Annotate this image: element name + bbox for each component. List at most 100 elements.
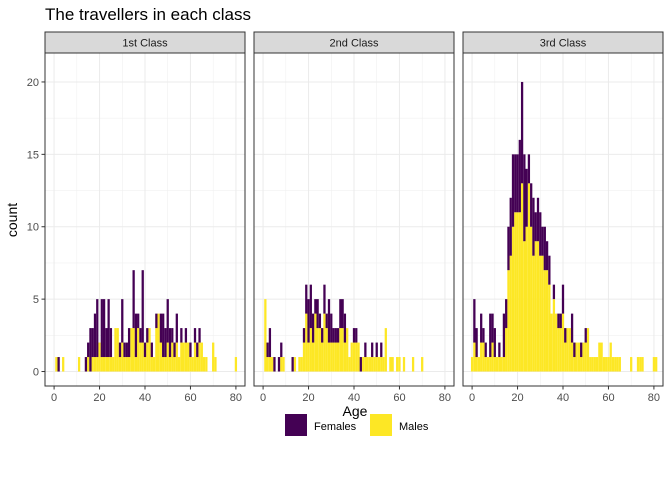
bar-females [509,197,512,256]
bar-males [491,342,494,372]
bar-males [582,342,585,372]
bar-females [189,342,192,358]
bar-males [327,342,331,372]
bar-males [352,342,356,372]
facet-panels: 1st Class 0 20 40 60 80 0 5 10 15 20 2nd Class 0 20 40… [27,31,664,404]
bar-females [132,270,135,329]
bar-males [339,328,342,372]
bar-males [336,342,340,372]
bar-males [396,357,399,372]
bar-males [109,357,113,372]
bar-males [477,357,481,372]
x-tick-label: 20 [93,392,105,404]
bar-males [398,357,401,372]
bar-females [507,226,510,271]
bar-females [516,154,519,213]
bar-males [96,357,99,372]
bar-males [498,357,501,372]
bar-females [539,212,542,256]
facet-label: 3rd Class [540,38,587,50]
bar-females [150,342,153,358]
bar-males [384,328,387,372]
bar-females [325,313,328,329]
bar-females [146,328,149,343]
bar-males [157,313,160,372]
bar-males [368,357,372,372]
bar-females [89,328,92,372]
bar-males [382,357,385,372]
bar-males [375,357,378,372]
bar-males [568,328,571,372]
bar-females [580,342,583,358]
bar-females [327,299,331,343]
bar-males [389,357,392,372]
bar-males [357,342,360,372]
bar-males [116,328,119,372]
bar-females [480,313,483,343]
bar-females [355,328,358,343]
bar-males [609,342,612,372]
y-axis-title: count [4,203,20,237]
bar-females [545,241,549,271]
bar-males [527,183,531,372]
bar-males [530,226,533,372]
bar-females [159,313,163,343]
bar-females [489,313,492,358]
x-tick-label: 60 [393,392,405,404]
bar-males [316,328,319,372]
bar-males [302,342,306,372]
bar-females [118,342,122,358]
bar-males [421,357,424,372]
bar-males [121,342,124,372]
bar-females [180,328,183,343]
bar-females [175,313,178,343]
bar-females [302,328,306,343]
bar-females [534,212,537,242]
bar-males [141,342,144,372]
x-tick-label: 40 [557,392,569,404]
bar-females [557,313,560,329]
bar-males [559,328,562,372]
bar-females [498,342,501,358]
bar-females [105,328,108,358]
bar-females [291,357,294,372]
x-tick-label: 80 [648,392,660,404]
bar-females [166,299,169,343]
bar-males [545,270,549,372]
bar-males [168,357,172,372]
bar-females [559,313,562,329]
bar-males [187,342,190,372]
bar-females [107,299,110,358]
bar-males [616,357,619,372]
bar-males [607,357,610,372]
bar-males [139,342,142,372]
bar-males [480,342,483,372]
bar-males [380,357,383,372]
bar-males [234,357,238,372]
bar-females [475,328,478,358]
bar-males [371,357,374,372]
bar-males [91,357,94,372]
bar-females [318,313,322,329]
bar-males [543,270,546,372]
bar-males [212,342,215,372]
bar-females [125,342,128,358]
bar-males [180,342,183,372]
bar-females [173,342,176,358]
bar-males [152,357,156,372]
bar-males [298,357,301,372]
bar-males [502,357,506,372]
bar-females [266,342,269,358]
y-tick-label: 15 [27,149,39,161]
bar-females [198,328,201,343]
bar-females [364,342,367,358]
bar-males [177,357,181,372]
facet-label: 2nd Class [330,38,379,50]
bar-males [577,342,581,372]
bar-females [309,284,312,329]
bar-females [314,299,317,314]
legend-swatch [285,414,307,436]
bar-females [518,139,521,213]
bar-males [525,226,528,372]
bar-males [550,313,553,372]
